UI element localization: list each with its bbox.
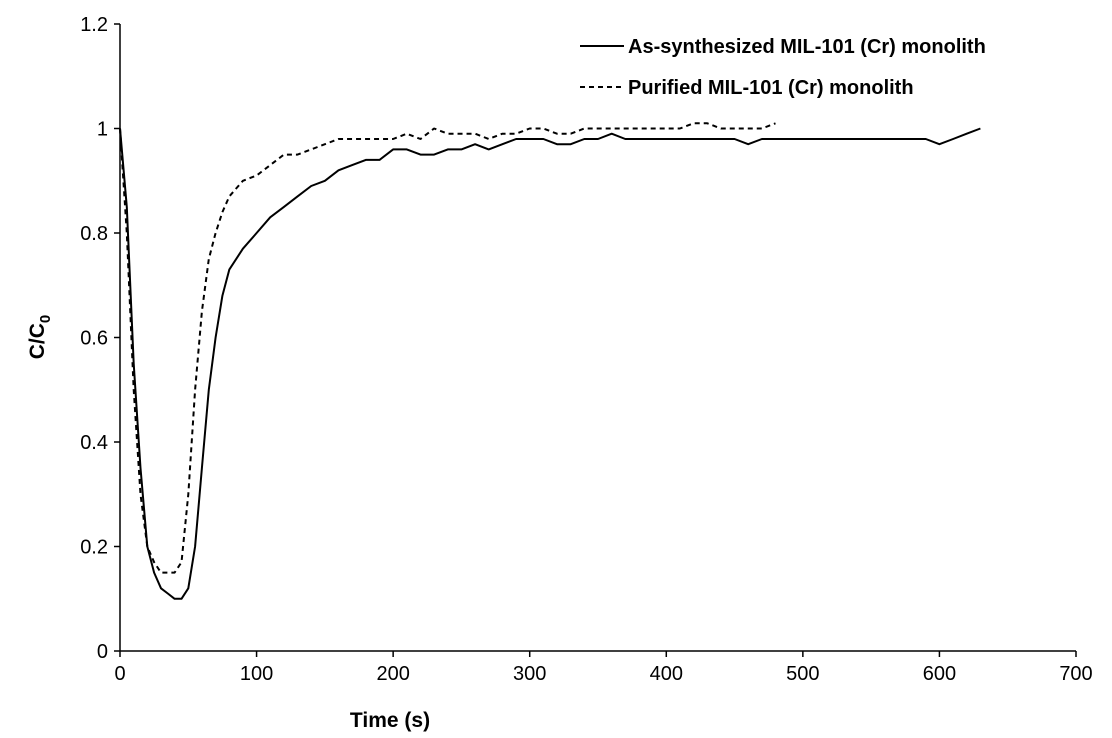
x-tick-label: 400 — [650, 663, 683, 685]
y-ticks: 0 0.2 0.4 0.6 0.8 1 1.2 — [80, 14, 120, 663]
x-tick-label: 100 — [240, 663, 273, 685]
y-tick-label: 0.6 — [80, 328, 108, 350]
x-tick-label: 600 — [923, 663, 956, 685]
series-line-as-synthesized — [119, 127, 981, 600]
x-ticks: 0 100 200 300 400 500 600 700 — [114, 651, 1093, 685]
y-tick-label: 1.2 — [80, 14, 108, 36]
plot-area: 0 100 200 300 400 500 600 700 0 0.2 0.4 0.6 0.8 1 1.2 — [80, 14, 1093, 685]
x-tick-label: 300 — [513, 663, 546, 685]
series-line-purified — [119, 122, 776, 574]
y-axis-title-subscript: 0 — [37, 315, 54, 323]
series-group — [119, 122, 981, 600]
legend: As-synthesized MIL-101 (Cr) monolith Pur… — [580, 36, 986, 99]
y-tick-label: 0.4 — [80, 432, 108, 454]
x-tick-label: 500 — [786, 663, 819, 685]
y-axis-title: C/C0 — [26, 315, 54, 360]
x-axis-title: Time (s) — [350, 709, 430, 732]
y-tick-label: 0.2 — [80, 537, 108, 559]
y-axis-title-main: C/C — [26, 323, 49, 359]
legend-label-as-synthesized: As-synthesized MIL-101 (Cr) monolith — [628, 36, 986, 58]
y-tick-label: 0 — [97, 641, 108, 663]
x-tick-label: 700 — [1059, 663, 1092, 685]
y-tick-label: 1 — [97, 119, 108, 141]
y-tick-label: 0.8 — [80, 223, 108, 245]
x-tick-label: 200 — [376, 663, 409, 685]
legend-label-purified: Purified MIL-101 (Cr) monolith — [628, 77, 914, 99]
x-tick-label: 0 — [114, 663, 125, 685]
